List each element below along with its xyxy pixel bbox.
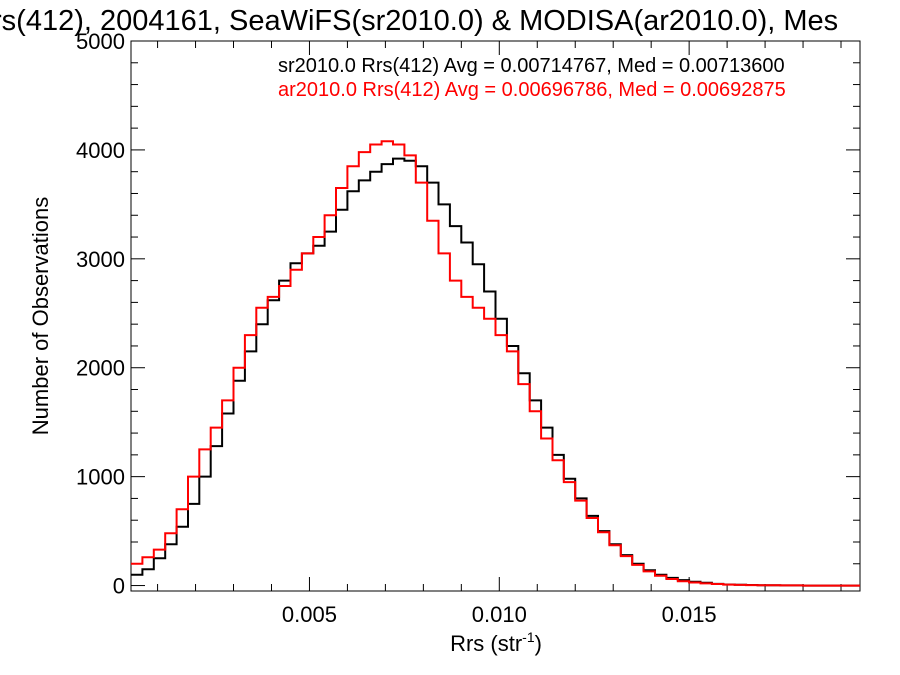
- annotation-ar2010: ar2010.0 Rrs(412) Avg = 0.00696786, Med …: [278, 79, 786, 101]
- y-axis-label: Number of Observations: [28, 197, 53, 435]
- series-layer: [131, 140, 860, 587]
- annotation-sr2010: sr2010.0 Rrs(412) Avg = 0.00714767, Med …: [278, 55, 785, 77]
- plot-frame: [130, 40, 861, 592]
- y-tick-label: 0: [113, 574, 125, 599]
- x-tick-label: 0.005: [282, 602, 337, 627]
- x-axis-label-sup: -1: [522, 629, 535, 645]
- x-tick-label: 0.010: [472, 602, 527, 627]
- x-tick-label: 0.015: [662, 602, 717, 627]
- y-tick-label: 1000: [76, 465, 125, 490]
- y-tick-label: 2000: [76, 356, 125, 381]
- y-tick-label: 5000: [76, 29, 125, 54]
- series-line-ar2010: [131, 140, 860, 587]
- x-axis-ticks: 0.005 0.010 0.015: [157, 41, 842, 627]
- y-tick-label: 3000: [76, 247, 125, 272]
- chart-title: rs(412), 2004161, SeaWiFS(sr2010.0) & MO…: [0, 5, 838, 37]
- y-tick-label: 4000: [76, 138, 125, 163]
- x-axis-label-close: ): [535, 631, 542, 656]
- x-axis-label-main: Rrs (str: [450, 631, 522, 656]
- x-axis-label: Rrs (str-1): [450, 629, 542, 656]
- y-axis-ticks: 0 1000 2000 3000 4000 5000: [76, 29, 860, 599]
